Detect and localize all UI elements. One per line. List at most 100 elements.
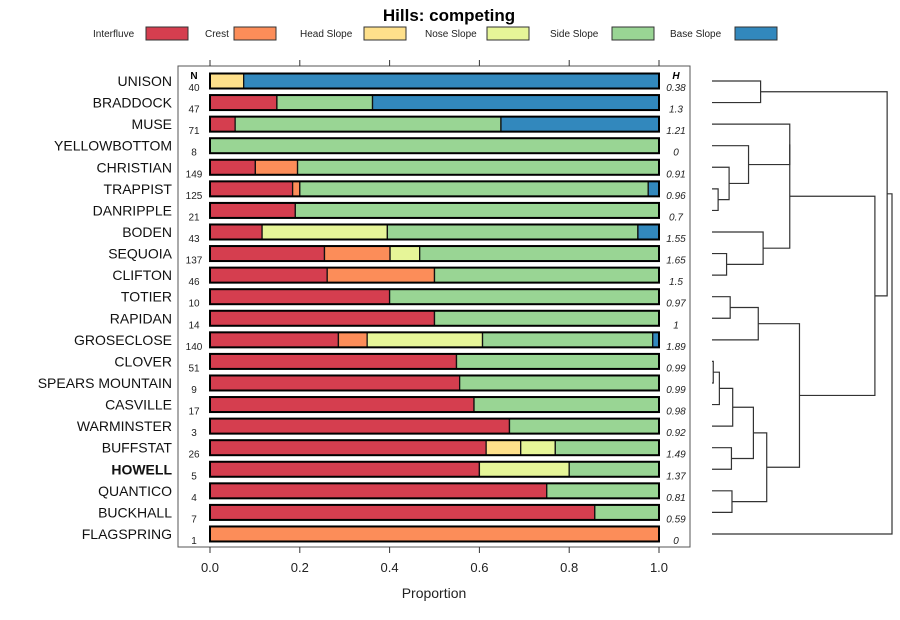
row: CLOVER 51 0.99 bbox=[114, 352, 686, 374]
bar-segment-interfluve bbox=[209, 159, 256, 176]
bar-segment-side-slope bbox=[294, 202, 660, 219]
bar-outline bbox=[209, 525, 660, 543]
legend-label: Head Slope bbox=[300, 29, 353, 40]
bar-segment-nose-slope bbox=[478, 461, 570, 478]
row: BUCKHALL 7 0.59 bbox=[98, 503, 686, 525]
bar-outline bbox=[209, 137, 660, 155]
row-label: FLAGSPRING bbox=[82, 526, 172, 542]
dendrogram-branch bbox=[789, 195, 876, 397]
h-value: 0 bbox=[673, 148, 679, 159]
bar-segment-base-slope bbox=[243, 72, 660, 90]
dendrogram-branch bbox=[712, 145, 750, 185]
bar-segment-interfluve bbox=[209, 180, 294, 198]
n-value: 5 bbox=[191, 471, 197, 482]
bar-outline bbox=[209, 288, 660, 306]
row-label: BUCKHALL bbox=[98, 504, 172, 520]
bar-segment-crest bbox=[254, 159, 299, 176]
row: CHRISTIAN 149 0.91 bbox=[97, 158, 686, 180]
row-label: CHRISTIAN bbox=[97, 159, 172, 175]
dendrogram-branch bbox=[712, 306, 759, 341]
x-tick-label: 0.6 bbox=[470, 560, 488, 575]
bar-segment-interfluve bbox=[209, 331, 340, 348]
h-value: 0.97 bbox=[666, 299, 686, 310]
row-label: CASVILLE bbox=[105, 397, 172, 413]
legend-swatch bbox=[233, 26, 277, 41]
dendrogram-branch bbox=[731, 406, 755, 460]
bar-segment-side-slope bbox=[508, 417, 660, 435]
bar-segment-interfluve bbox=[209, 504, 596, 521]
x-tick-label: 0.4 bbox=[381, 560, 399, 575]
bar-segment-side-slope bbox=[234, 115, 502, 133]
dendrogram-branch bbox=[712, 387, 734, 427]
bar-segment-crest bbox=[291, 180, 301, 198]
n-value: 14 bbox=[188, 320, 200, 331]
h-header: H bbox=[672, 71, 680, 82]
row-label: CLOVER bbox=[114, 353, 172, 369]
bar-segment-base-slope bbox=[500, 115, 660, 133]
bar-outline bbox=[209, 158, 660, 176]
h-value: 0.59 bbox=[666, 514, 686, 525]
dendrogram-branch bbox=[712, 193, 893, 535]
row: CLIFTON 46 1.5 bbox=[112, 266, 683, 288]
legend-swatch bbox=[486, 26, 530, 41]
bar-outline bbox=[209, 331, 660, 349]
row: MUSE 71 1.21 bbox=[132, 115, 686, 137]
bar-segment-crest bbox=[337, 331, 368, 348]
row-label: QUANTICO bbox=[98, 483, 172, 499]
bar-segment-side-slope bbox=[546, 482, 660, 499]
row: GROSECLOSE 140 1.89 bbox=[74, 331, 686, 353]
row-label: GROSECLOSE bbox=[74, 332, 172, 348]
row: YELLOWBOTTOM 8 0 bbox=[54, 137, 679, 159]
row: TRAPPIST 125 0.96 bbox=[104, 180, 686, 202]
h-value: 1.65 bbox=[666, 256, 686, 267]
n-value: 40 bbox=[188, 83, 200, 94]
legend-label: Side Slope bbox=[550, 29, 599, 40]
x-axis: 0.0 0.2 0.4 0.6 0.8 1.0 bbox=[201, 60, 668, 575]
n-header: N bbox=[190, 71, 197, 82]
row: BRADDOCK 47 1.3 bbox=[93, 94, 683, 116]
n-value: 4 bbox=[191, 493, 197, 504]
bar-segment-side-slope bbox=[455, 353, 660, 370]
row-label: WARMINSTER bbox=[77, 418, 172, 434]
bar-segment-interfluve bbox=[209, 288, 391, 305]
legend-label: Crest bbox=[205, 29, 229, 40]
row: BODEN 43 1.55 bbox=[122, 223, 686, 245]
bar-outline bbox=[209, 245, 660, 263]
h-value: 0.96 bbox=[666, 191, 686, 202]
n-value: 149 bbox=[186, 169, 203, 180]
row-label: BUFFSTAT bbox=[102, 440, 173, 456]
n-value: 9 bbox=[191, 385, 197, 396]
bar-outline bbox=[209, 352, 660, 370]
bar-outline bbox=[209, 309, 660, 327]
row: FLAGSPRING 1 0 bbox=[82, 525, 679, 547]
legend-swatch bbox=[734, 26, 778, 41]
bar-segment-interfluve bbox=[209, 94, 278, 111]
bar-outline bbox=[209, 223, 660, 241]
legend-swatch bbox=[363, 26, 407, 41]
bar-segment-head-slope bbox=[485, 439, 522, 456]
dendrogram-branch bbox=[758, 323, 801, 468]
bar-segment-interfluve bbox=[209, 353, 458, 370]
dendrogram-branch bbox=[712, 166, 730, 201]
bar-segment-side-slope bbox=[388, 288, 660, 305]
x-tick-label: 0.2 bbox=[291, 560, 309, 575]
dendrogram-branch bbox=[760, 91, 888, 297]
bar-outline bbox=[209, 266, 660, 284]
bar-segment-nose-slope bbox=[366, 331, 484, 348]
bar-segment-side-slope bbox=[433, 266, 660, 284]
row-label: BRADDOCK bbox=[93, 95, 173, 111]
h-value: 0.38 bbox=[666, 83, 686, 94]
dendrogram-branch bbox=[712, 123, 791, 166]
bar-segment-side-slope bbox=[386, 223, 639, 241]
h-value: 1.21 bbox=[666, 126, 685, 137]
bar-segment-interfluve bbox=[209, 461, 481, 478]
row-label: YELLOWBOTTOM bbox=[54, 138, 172, 154]
bar-segment-side-slope bbox=[458, 374, 660, 392]
row-label: CLIFTON bbox=[112, 267, 172, 283]
bar-outline bbox=[209, 180, 660, 198]
n-value: 26 bbox=[188, 450, 200, 461]
n-value: 47 bbox=[188, 105, 200, 116]
x-tick-label: 1.0 bbox=[650, 560, 668, 575]
h-value: 0.92 bbox=[666, 428, 686, 439]
n-value: 125 bbox=[186, 191, 203, 202]
